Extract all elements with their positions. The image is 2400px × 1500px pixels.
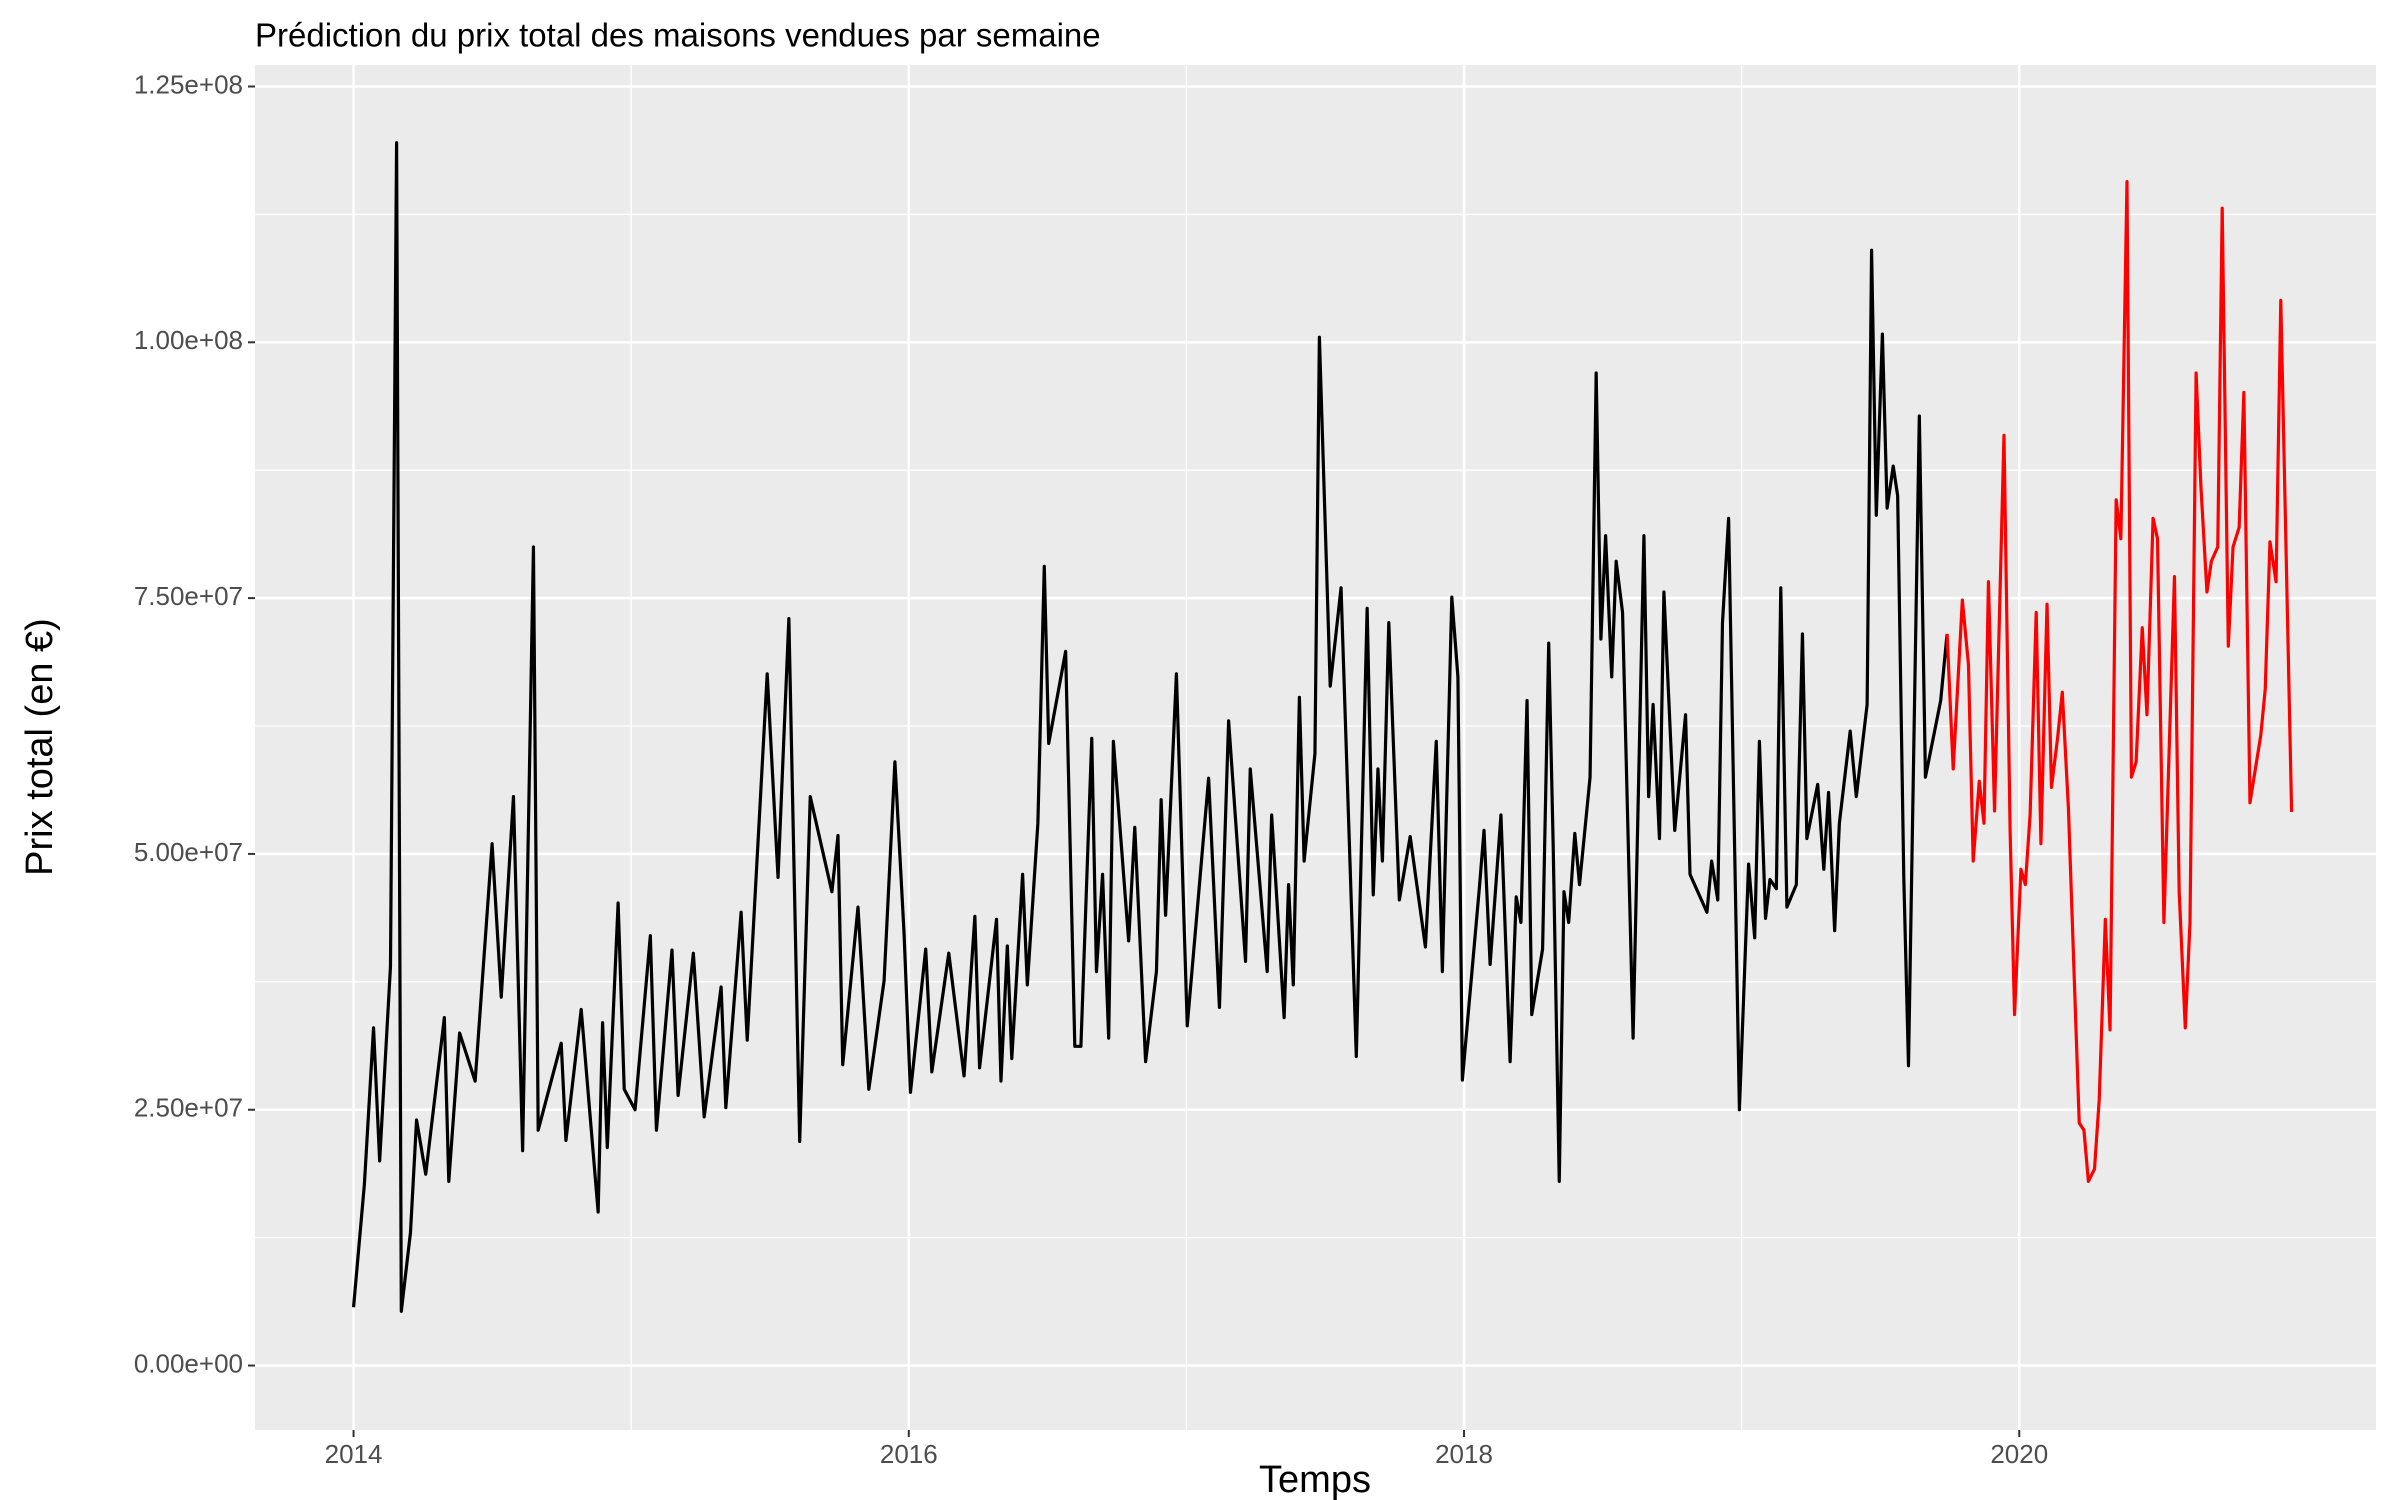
y-tick-label: 5.00e+07 bbox=[134, 837, 243, 867]
series-line bbox=[1945, 180, 2294, 1183]
y-tick-label: 7.50e+07 bbox=[134, 581, 243, 611]
y-tick-label: 0.00e+00 bbox=[134, 1348, 243, 1378]
series-line bbox=[351, 141, 1949, 1313]
y-tick-label: 1.00e+08 bbox=[134, 325, 243, 355]
y-tick-label: 1.25e+08 bbox=[134, 69, 243, 99]
x-tick-label: 2020 bbox=[1990, 1439, 2048, 1469]
chart-title: Prédiction du prix total des maisons ven… bbox=[255, 17, 1101, 54]
x-axis-title: Temps bbox=[1259, 1459, 1371, 1500]
x-tick-label: 2018 bbox=[1435, 1439, 1493, 1469]
y-axis-title: Prix total (en €) bbox=[19, 618, 61, 876]
y-tick-label: 2.50e+07 bbox=[134, 1093, 243, 1123]
x-tick-label: 2016 bbox=[880, 1439, 938, 1469]
x-tick-label: 2014 bbox=[325, 1439, 383, 1469]
